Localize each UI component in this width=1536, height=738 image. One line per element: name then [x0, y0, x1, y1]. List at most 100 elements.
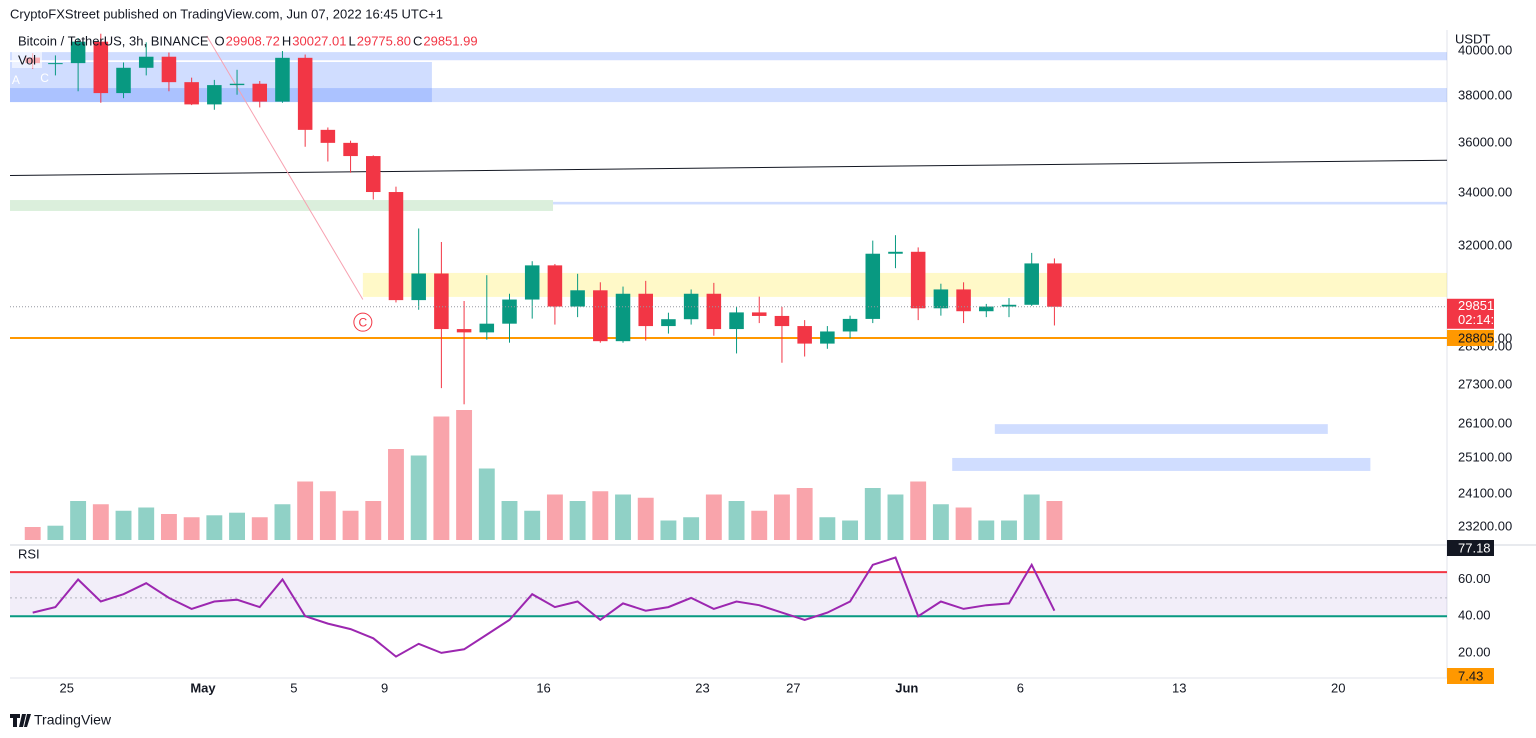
volume-bar	[138, 507, 155, 540]
candle-body	[729, 312, 744, 330]
volume-bar	[842, 520, 859, 540]
candle-body	[888, 251, 903, 254]
candle-body	[207, 85, 222, 105]
zone	[10, 52, 1447, 61]
candle-body	[343, 142, 358, 157]
axis-unit: USDT	[1455, 31, 1490, 46]
rsi-band-fill	[10, 572, 1447, 617]
candle-body	[70, 41, 86, 64]
trend-line	[10, 159, 1447, 176]
candle-body	[524, 265, 540, 300]
y-tick-label: 27300.00	[1458, 376, 1512, 391]
zone	[553, 201, 1447, 205]
y-tick-label: 32000.00	[1458, 237, 1512, 252]
candle-body	[366, 156, 381, 193]
legend-ohlc-value: 29851.99	[423, 33, 477, 48]
candle-body	[456, 329, 472, 333]
volume-bar	[274, 504, 291, 540]
y-tick-label: 38000.00	[1458, 87, 1512, 102]
volume-bar	[819, 517, 836, 540]
footer: TradingView	[34, 712, 112, 728]
rsi-line	[32, 556, 1056, 658]
legend-ohlc-key: H	[282, 33, 291, 48]
volume-bar	[546, 494, 563, 540]
volume-bar	[251, 517, 268, 540]
plot-area: C A C	[10, 33, 1447, 540]
x-tick-label: 5	[290, 680, 297, 695]
volume-bar	[1023, 494, 1040, 540]
candle-body	[1024, 263, 1039, 305]
candle-body	[161, 56, 177, 83]
rsi-range-badge	[1447, 668, 1494, 684]
zone	[994, 424, 1328, 434]
level-label: 28805.00	[1458, 330, 1512, 345]
volume-label-bg	[12, 52, 42, 68]
candle-body	[297, 57, 313, 130]
volume-bar	[47, 525, 64, 540]
volume-bar	[319, 491, 336, 540]
candle-body	[979, 306, 994, 312]
candle-body	[252, 83, 268, 102]
volume-bar	[183, 517, 200, 540]
x-tick-label: 9	[381, 680, 388, 695]
level-badge	[1447, 329, 1494, 346]
rsi-tick-label: 40.00	[1458, 608, 1491, 623]
candle-body	[547, 265, 563, 307]
candle-body	[615, 293, 631, 342]
legend-title: Bitcoin / TetherUS, 3h, BINANCE	[18, 33, 209, 48]
volume-bar	[206, 515, 223, 540]
volume-bar	[92, 504, 109, 540]
volume-bar	[456, 410, 473, 540]
logo	[10, 714, 31, 727]
annotation: C	[359, 315, 368, 329]
x-tick-label: 20	[1331, 680, 1345, 695]
x-tick-label: 27	[786, 680, 800, 695]
candle-body	[479, 323, 495, 333]
volume-bar	[388, 449, 404, 540]
volume-bar	[70, 501, 87, 540]
volume-bar	[524, 510, 541, 540]
y-tick-label: 40000.00	[1458, 42, 1512, 57]
candle-body	[48, 63, 63, 65]
candle-body	[570, 290, 585, 307]
candle-body	[774, 315, 790, 327]
annotation: A	[12, 73, 20, 87]
y-tick-label: 26100.00	[1458, 416, 1512, 431]
volume-bar	[910, 481, 927, 540]
y-tick-label: 25100.00	[1458, 450, 1512, 465]
candle-body	[751, 312, 767, 316]
x-tick-label: 23	[695, 680, 709, 695]
candle-body	[502, 299, 517, 324]
legend-ohlc-key: C	[413, 33, 422, 48]
volume-bar	[410, 455, 427, 540]
candle-body	[797, 326, 812, 344]
legend-ohlc-value: 30027.01	[292, 33, 346, 48]
candle-body	[865, 253, 881, 319]
last-price-badge	[1447, 298, 1494, 329]
volume-bar	[115, 510, 132, 540]
last-price-label: 29851.99	[1458, 298, 1512, 313]
legend-ohlc-key: L	[349, 33, 356, 48]
x-tick-label: Jun	[895, 680, 918, 695]
volume-bar	[683, 517, 700, 540]
candle-body	[1047, 263, 1062, 307]
volume-bar	[342, 510, 359, 540]
volume-bar	[160, 514, 177, 540]
volume-bar	[728, 501, 745, 540]
annotation: C	[40, 71, 49, 85]
volume-bar	[637, 497, 654, 540]
y-tick-label: 36000.00	[1458, 135, 1512, 150]
volume-bar	[955, 507, 972, 540]
x-tick-label: 13	[1172, 680, 1186, 695]
volume-bar	[1046, 501, 1063, 540]
candle-body	[661, 319, 676, 327]
candle-body	[933, 289, 949, 309]
volume-bar	[365, 501, 382, 540]
x-tick-label: 25	[60, 680, 74, 695]
candle-body	[956, 289, 971, 312]
volume-bar	[24, 527, 41, 540]
volume-bar	[864, 488, 881, 540]
zone	[362, 272, 1447, 297]
volume-bar	[569, 501, 586, 540]
